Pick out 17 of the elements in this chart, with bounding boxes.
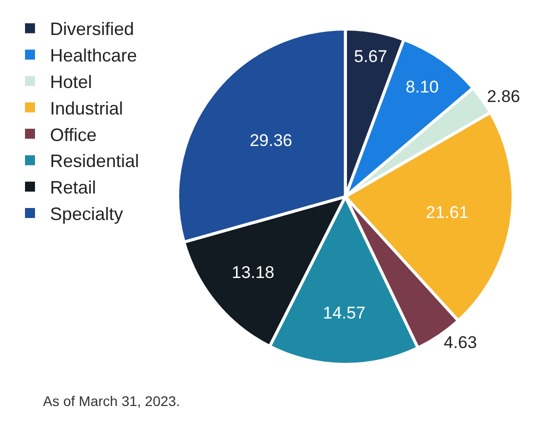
data-label: 4.63 (444, 332, 477, 352)
legend-label: Diversified (50, 19, 134, 40)
legend-label: Residential (50, 151, 140, 172)
text: As of March 31, 2023. (43, 393, 180, 409)
data-label: 2.86 (487, 87, 520, 106)
data-label: 14.57 (322, 303, 366, 322)
data-label: 13.18 (232, 263, 274, 282)
legend-label: Specialty (50, 204, 124, 224)
legend-label: Office (50, 124, 97, 145)
data-label: 5.67 (354, 47, 388, 66)
data-label: 21.61 (426, 202, 468, 222)
legend-label: Retail (50, 178, 96, 198)
legend-label: Industrial (50, 98, 124, 118)
data-label: 8.10 (406, 77, 439, 96)
data-label: 29.36 (250, 130, 292, 150)
legend-label: Hotel (50, 72, 92, 92)
legend-label: Healthcare (50, 46, 138, 66)
